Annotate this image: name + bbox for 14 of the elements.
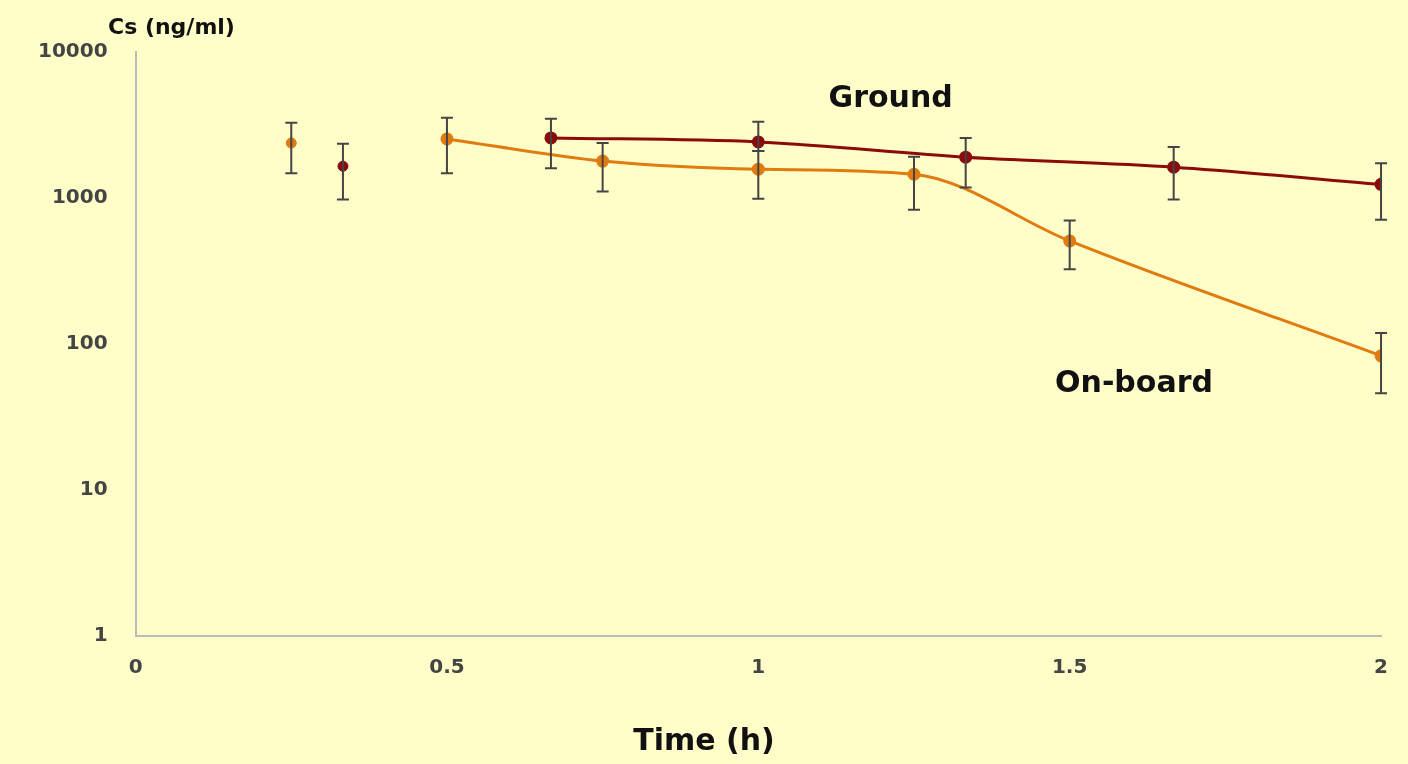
x-tick-label: 1 [751, 654, 766, 679]
x-axis-title: Time (h) [632, 722, 776, 757]
y-tick-label: 10000 [37, 38, 108, 63]
x-tick-label: 0.5 [429, 654, 465, 679]
y-tick-label: 1000 [51, 184, 108, 209]
series-label: Ground [828, 78, 953, 114]
y-tick-label: 10 [79, 476, 108, 501]
x-tick-label: 1.5 [1051, 654, 1088, 679]
x-tick-label: 2 [1374, 654, 1388, 679]
y-axis-title: Cs (ng/ml) [108, 14, 235, 39]
y-tick-label: 100 [65, 330, 108, 355]
text: On-board [1055, 364, 1213, 400]
y-tick-label: 1 [93, 622, 108, 647]
x-tick-label: 0 [128, 654, 143, 679]
